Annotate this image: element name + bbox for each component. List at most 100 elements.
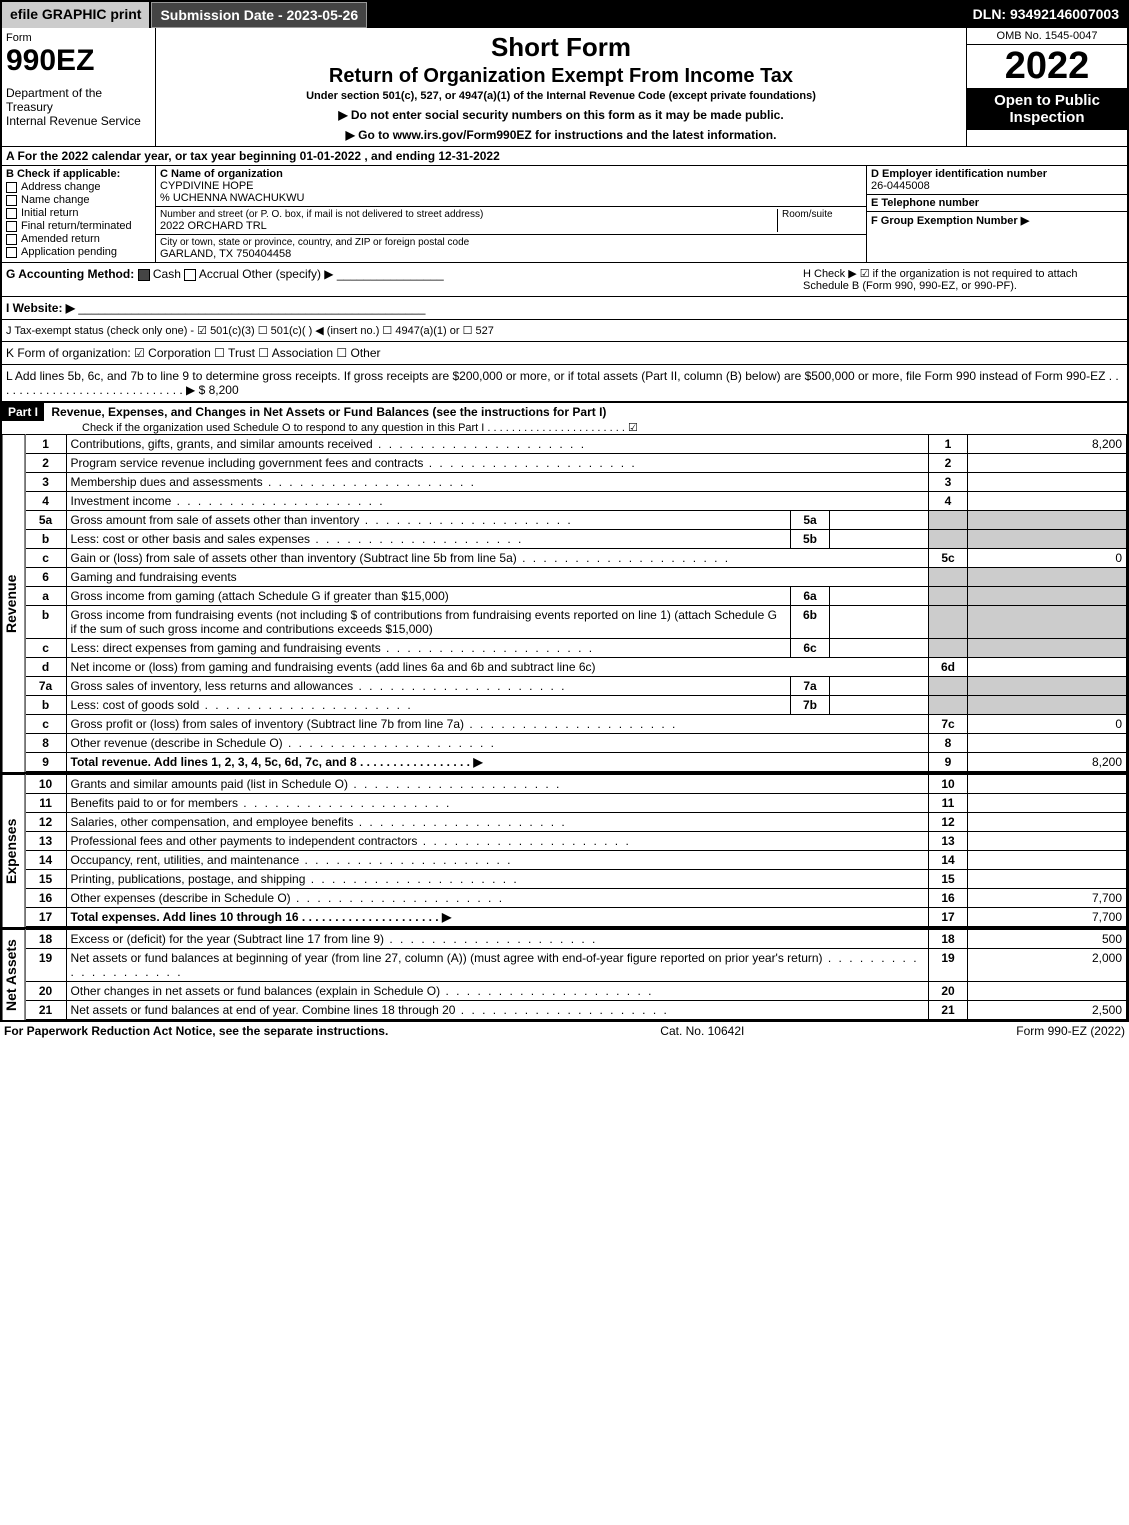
j-tax-exempt: J Tax-exempt status (check only one) - ☑… bbox=[2, 319, 1127, 341]
expenses-section: Expenses 10Grants and similar amounts pa… bbox=[2, 772, 1127, 927]
expenses-table: 10Grants and similar amounts paid (list … bbox=[26, 774, 1127, 927]
name-change-checkbox[interactable] bbox=[6, 195, 17, 206]
return-title: Return of Organization Exempt From Incom… bbox=[162, 65, 960, 88]
efile-print-button[interactable]: efile GRAPHIC print bbox=[2, 2, 151, 28]
line-9: 9 Total revenue. Add lines 1, 2, 3, 4, 5… bbox=[26, 753, 1127, 772]
net-assets-table: 18Excess or (deficit) for the year (Subt… bbox=[26, 929, 1127, 1020]
line-7a: 7a Gross sales of inventory, less return… bbox=[26, 677, 1127, 696]
line-1: 1 Contributions, gifts, grants, and simi… bbox=[26, 435, 1127, 454]
g-label: G Accounting Method: bbox=[6, 267, 134, 281]
dln-number: DLN: 93492146007003 bbox=[965, 2, 1127, 28]
short-form-title: Short Form bbox=[162, 32, 960, 63]
e-phone-label: E Telephone number bbox=[871, 197, 1123, 209]
f-group-label: F Group Exemption Number ▶ bbox=[871, 214, 1123, 227]
submission-date: Submission Date - 2023-05-26 bbox=[151, 2, 367, 28]
net-assets-section: Net Assets 18Excess or (deficit) for the… bbox=[2, 927, 1127, 1020]
ein-value: 26-0445008 bbox=[871, 180, 1123, 192]
cash-checkbox[interactable] bbox=[138, 269, 150, 281]
line-10: 10Grants and similar amounts paid (list … bbox=[26, 775, 1127, 794]
street-label: Number and street (or P. O. box, if mail… bbox=[160, 209, 777, 220]
line-21: 21Net assets or fund balances at end of … bbox=[26, 1001, 1127, 1020]
line-15: 15Printing, publications, postage, and s… bbox=[26, 870, 1127, 889]
g-accrual: Accrual bbox=[199, 267, 239, 281]
accrual-checkbox[interactable] bbox=[184, 269, 196, 281]
goto-link[interactable]: ▶ Go to www.irs.gov/Form990EZ for instru… bbox=[162, 128, 960, 142]
c-name-label: C Name of organization bbox=[160, 168, 862, 180]
opt-amended: Amended return bbox=[21, 233, 100, 245]
dept-treasury: Department of the Treasury bbox=[6, 86, 151, 114]
line-5b: b Less: cost or other basis and sales ex… bbox=[26, 530, 1127, 549]
form-label: Form bbox=[6, 32, 151, 44]
amended-return-checkbox[interactable] bbox=[6, 234, 17, 245]
part-1-badge: Part I bbox=[2, 403, 44, 421]
care-of: % UCHENNA NWACHUKWU bbox=[160, 192, 862, 204]
line-17: 17Total expenses. Add lines 10 through 1… bbox=[26, 908, 1127, 927]
line-6: 6 Gaming and fundraising events bbox=[26, 568, 1127, 587]
line-6a: a Gross income from gaming (attach Sched… bbox=[26, 587, 1127, 606]
subtitle: Under section 501(c), 527, or 4947(a)(1)… bbox=[162, 90, 960, 102]
i-website-label: I Website: ▶ bbox=[6, 301, 75, 315]
expenses-label: Expenses bbox=[2, 774, 26, 927]
d-ein-label: D Employer identification number bbox=[871, 168, 1123, 180]
line-6b: b Gross income from fundraising events (… bbox=[26, 606, 1127, 639]
k-form-org: K Form of organization: ☑ Corporation ☐ … bbox=[2, 341, 1127, 364]
line-8: 8 Other revenue (describe in Schedule O)… bbox=[26, 734, 1127, 753]
revenue-section: Revenue 1 Contributions, gifts, grants, … bbox=[2, 434, 1127, 772]
line-19: 19Net assets or fund balances at beginni… bbox=[26, 949, 1127, 982]
final-return-checkbox[interactable] bbox=[6, 221, 17, 232]
address-change-checkbox[interactable] bbox=[6, 182, 17, 193]
line-18: 18Excess or (deficit) for the year (Subt… bbox=[26, 930, 1127, 949]
form-version: Form 990-EZ (2022) bbox=[1016, 1024, 1125, 1038]
open-public-badge: Open to Public Inspection bbox=[967, 88, 1127, 130]
b-label: B Check if applicable: bbox=[6, 168, 151, 180]
top-bar: efile GRAPHIC print Submission Date - 20… bbox=[2, 2, 1127, 28]
ssn-warning: ▶ Do not enter social security numbers o… bbox=[162, 108, 960, 122]
line-2: 2 Program service revenue including gove… bbox=[26, 454, 1127, 473]
line-4: 4 Investment income 4 bbox=[26, 492, 1127, 511]
paperwork-notice: For Paperwork Reduction Act Notice, see … bbox=[4, 1024, 388, 1038]
line-12: 12Salaries, other compensation, and empl… bbox=[26, 813, 1127, 832]
form-container: efile GRAPHIC print Submission Date - 20… bbox=[0, 0, 1129, 1022]
opt-final-return: Final return/terminated bbox=[21, 220, 132, 232]
line-13: 13Professional fees and other payments t… bbox=[26, 832, 1127, 851]
form-header: Form 990EZ Department of the Treasury In… bbox=[2, 28, 1127, 146]
opt-pending: Application pending bbox=[21, 246, 117, 258]
net-assets-label: Net Assets bbox=[2, 929, 26, 1020]
room-suite-label: Room/suite bbox=[777, 209, 862, 232]
city-label: City or town, state or province, country… bbox=[160, 237, 862, 248]
g-cash: Cash bbox=[153, 267, 181, 281]
line-11: 11Benefits paid to or for members11 bbox=[26, 794, 1127, 813]
part-1-check: Check if the organization used Schedule … bbox=[2, 421, 1127, 434]
opt-name-change: Name change bbox=[21, 194, 90, 206]
application-pending-checkbox[interactable] bbox=[6, 247, 17, 258]
omb-number: OMB No. 1545-0047 bbox=[967, 28, 1127, 45]
line-g-h: G Accounting Method: Cash Accrual Other … bbox=[2, 262, 1127, 296]
line-16: 16Other expenses (describe in Schedule O… bbox=[26, 889, 1127, 908]
opt-initial-return: Initial return bbox=[21, 207, 78, 219]
opt-address-change: Address change bbox=[21, 181, 101, 193]
section-b-to-f: B Check if applicable: Address change Na… bbox=[2, 165, 1127, 262]
tax-year: 2022 bbox=[967, 45, 1127, 88]
line-14: 14Occupancy, rent, utilities, and mainte… bbox=[26, 851, 1127, 870]
l-gross-receipts: L Add lines 5b, 6c, and 7b to line 9 to … bbox=[2, 364, 1127, 401]
g-other: Other (specify) ▶ bbox=[242, 267, 333, 281]
page-footer: For Paperwork Reduction Act Notice, see … bbox=[0, 1022, 1129, 1040]
revenue-label: Revenue bbox=[2, 434, 26, 772]
initial-return-checkbox[interactable] bbox=[6, 208, 17, 219]
line-a-tax-year: A For the 2022 calendar year, or tax yea… bbox=[2, 146, 1127, 165]
revenue-table: 1 Contributions, gifts, grants, and simi… bbox=[26, 434, 1127, 772]
org-name: CYPDIVINE HOPE bbox=[160, 180, 862, 192]
irs-label: Internal Revenue Service bbox=[6, 114, 151, 128]
line-6d: d Net income or (loss) from gaming and f… bbox=[26, 658, 1127, 677]
line-20: 20Other changes in net assets or fund ba… bbox=[26, 982, 1127, 1001]
line-5a: 5a Gross amount from sale of assets othe… bbox=[26, 511, 1127, 530]
line-7c: c Gross profit or (loss) from sales of i… bbox=[26, 715, 1127, 734]
line-5c: c Gain or (loss) from sale of assets oth… bbox=[26, 549, 1127, 568]
part-1-header: Part I Revenue, Expenses, and Changes in… bbox=[2, 401, 1127, 434]
line-6c: c Less: direct expenses from gaming and … bbox=[26, 639, 1127, 658]
form-number: 990EZ bbox=[6, 44, 151, 78]
line-3: 3 Membership dues and assessments 3 bbox=[26, 473, 1127, 492]
street-address: 2022 ORCHARD TRL bbox=[160, 220, 777, 232]
part-1-title: Revenue, Expenses, and Changes in Net As… bbox=[47, 403, 610, 421]
line-7b: b Less: cost of goods sold 7b bbox=[26, 696, 1127, 715]
